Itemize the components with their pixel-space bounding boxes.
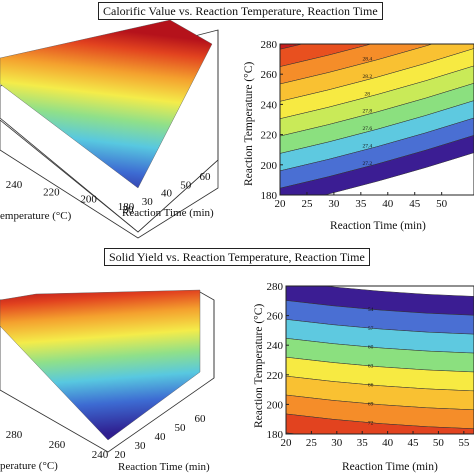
contour-b-ylabel: Reaction Temperature (°C) [253, 304, 265, 428]
y-tick-label: 220 [267, 370, 284, 382]
contour-level-label: 54 [368, 307, 374, 313]
contour-b-frame [285, 285, 474, 435]
y-tick-label: 240 [92, 449, 109, 461]
surface-b-yticks: 280 260 240 [6, 429, 109, 461]
contour-b-xlabel: Reaction Time (min) [342, 461, 438, 473]
y-tick-label: 260 [267, 311, 284, 323]
contour-level-label: 66 [368, 383, 374, 389]
contour-level-label: 27.4 [362, 143, 372, 149]
contour-a-ylabel: Reaction Temperature (°C) [243, 62, 255, 186]
y-tick-label: 240 [6, 179, 23, 191]
surface-a-yticks: 240 220 200 180 [6, 179, 135, 213]
y-tick-label: 200 [80, 194, 97, 206]
y-tick-label: 180 [267, 429, 284, 441]
y-tick-label: 280 [267, 281, 284, 293]
y-tick-label: 280 [261, 39, 278, 51]
surface-a-mesh [0, 19, 213, 189]
x-tick-label: 35 [355, 198, 367, 210]
x-tick-label: 25 [301, 198, 313, 210]
x-tick-label: 20 [123, 204, 135, 216]
x-tick-label: 50 [175, 422, 187, 434]
contour-level-label: 57 [368, 326, 374, 332]
y-tick-label: 180 [118, 201, 135, 213]
x-tick-label: 50 [180, 179, 192, 191]
x-tick-label: 20 [115, 449, 127, 461]
contour-level-label: 60 [368, 345, 374, 351]
contour-plot-a [280, 44, 474, 195]
x-tick-label: 30 [142, 196, 154, 208]
contour-level-label: 27.8 [362, 109, 372, 115]
y-tick-label: 260 [49, 439, 66, 451]
x-tick-label: 60 [200, 171, 212, 183]
x-tick-label: 30 [328, 198, 340, 210]
contour-b-xticks: 20 25 30 35 40 45 50 55 [281, 431, 470, 449]
y-tick-label: 240 [267, 340, 284, 352]
surface-b-mesh [0, 289, 201, 441]
x-tick-label: 50 [433, 437, 445, 449]
contour-plot-b [286, 286, 474, 434]
x-tick-label: 60 [195, 413, 207, 425]
contour-a-level-labels: 28.4 28.2 28 27.8 27.6 27.4 27.2 [362, 57, 372, 167]
surface-a-xlabel: Reaction Time (min) [122, 207, 214, 219]
contour-a-xlabel: Reaction Time (min) [330, 220, 426, 232]
x-tick-label: 40 [161, 188, 173, 200]
x-tick-label: 50 [436, 198, 448, 210]
y-tick-label: 240 [261, 99, 278, 111]
x-tick-label: 20 [281, 437, 293, 449]
surface-plot-b [0, 289, 215, 453]
y-tick-label: 280 [6, 429, 23, 441]
contour-a-frame [279, 43, 474, 196]
contour-level-label: 63 [368, 364, 374, 370]
y-tick-label: 200 [267, 399, 284, 411]
contour-b-level-labels: 54 57 60 63 66 69 72 [368, 307, 374, 426]
x-tick-label: 40 [382, 437, 394, 449]
x-tick-label: 20 [275, 198, 287, 210]
contour-a-yticks: 180 200 220 240 260 280 [261, 39, 283, 202]
y-tick-label: 220 [261, 130, 278, 142]
contour-level-label: 72 [368, 420, 374, 426]
surface-a-xticks: 20 30 40 50 60 [123, 171, 212, 216]
contour-level-label: 69 [368, 401, 374, 407]
contour-level-label: 27.6 [362, 126, 372, 132]
surface-b-ylabel: perature (°C) [0, 460, 58, 472]
y-tick-label: 220 [43, 186, 60, 198]
x-tick-label: 25 [306, 437, 318, 449]
contour-level-label: 28 [365, 91, 371, 97]
surface-b-xlabel: Reaction Time (min) [118, 461, 210, 473]
x-tick-label: 45 [409, 198, 421, 210]
x-tick-label: 30 [135, 440, 147, 452]
surface-a-ylabel: emperature (°C) [0, 210, 72, 222]
y-tick-label: 180 [261, 190, 278, 202]
x-tick-label: 40 [155, 431, 167, 443]
y-tick-label: 200 [261, 160, 278, 172]
x-tick-label: 35 [357, 437, 369, 449]
contour-a-xticks: 20 25 30 35 40 45 50 [275, 192, 448, 210]
surface-b-xticks: 20 30 40 50 60 [115, 413, 207, 461]
panel-a-title: Calorific Value vs. Reaction Temperature… [98, 2, 383, 20]
contour-band [286, 413, 474, 434]
contour-level-label: 27.2 [362, 161, 372, 167]
panel-b-title: Solid Yield vs. Reaction Temperature, Re… [104, 248, 370, 266]
contour-level-label: 28.4 [362, 57, 372, 63]
x-tick-label: 40 [382, 198, 394, 210]
x-tick-label: 30 [331, 437, 343, 449]
contour-band [280, 135, 474, 195]
x-tick-label: 45 [408, 437, 420, 449]
surface-plot-a [0, 19, 219, 239]
contour-b-yticks: 180 200 220 240 260 280 [267, 281, 289, 441]
y-tick-label: 260 [261, 69, 278, 81]
contour-level-label: 28.2 [362, 74, 372, 80]
x-tick-label: 55 [458, 437, 470, 449]
